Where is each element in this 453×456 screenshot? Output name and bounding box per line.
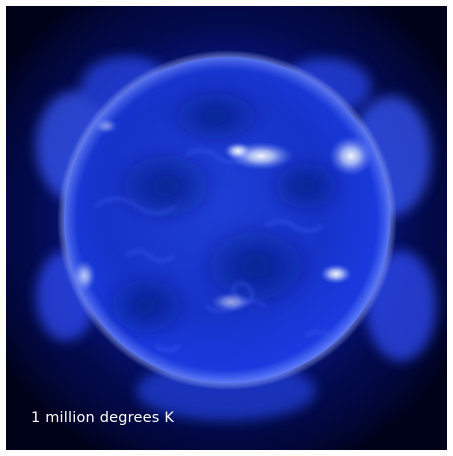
solar-image-frame: 1 million degrees K (6, 6, 447, 450)
image-caption: 1 million degrees K (31, 410, 175, 426)
limb-glow (57, 50, 397, 390)
sun-image (6, 6, 447, 450)
